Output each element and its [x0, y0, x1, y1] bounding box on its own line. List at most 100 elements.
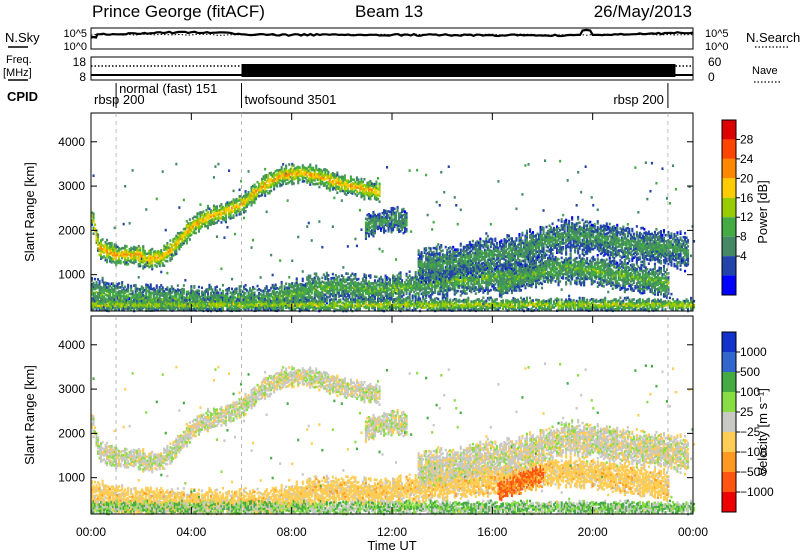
power-cell [361, 293, 364, 297]
power-cell [98, 292, 101, 295]
power-cell [292, 178, 295, 181]
power-cell [268, 182, 271, 185]
power-cell [428, 272, 431, 276]
power-cell [369, 195, 372, 199]
power-cell [224, 204, 227, 208]
power-cell [173, 245, 176, 248]
power-cell [133, 255, 136, 259]
power-cell [113, 245, 116, 248]
power-cell [276, 294, 279, 298]
power-cell [208, 215, 211, 218]
power-cell [229, 297, 232, 301]
power-cell [139, 256, 142, 260]
power-cell [377, 297, 380, 301]
power-cell [249, 289, 252, 292]
power-cell [328, 189, 331, 192]
power-cell [372, 290, 375, 293]
power-cell [185, 296, 188, 300]
power-cell [343, 308, 346, 312]
power-cell [228, 309, 231, 312]
power-cell [375, 186, 378, 190]
power-cell [188, 302, 191, 306]
power-cell [398, 228, 401, 231]
power-cell [327, 186, 330, 190]
power-cell [429, 275, 432, 278]
power-cell [265, 175, 268, 179]
power-cell [372, 230, 375, 234]
power-cell [392, 300, 395, 304]
power-cell [125, 259, 128, 262]
power-cell [309, 179, 312, 182]
power-cell [133, 257, 136, 261]
power-cell [354, 297, 357, 300]
power-cell [429, 298, 432, 302]
power-cell [273, 290, 276, 294]
power-cell [247, 292, 250, 296]
power-cell [422, 306, 425, 309]
power-cell [310, 278, 313, 281]
power-cell [279, 300, 282, 304]
power-cell [300, 308, 303, 312]
power-cell [431, 271, 434, 274]
power-cell [328, 185, 331, 188]
power-cell [158, 262, 161, 266]
power-cell [372, 294, 375, 297]
power-cell [333, 186, 336, 190]
power-cell [325, 175, 328, 178]
power-cell [307, 274, 310, 278]
power-cell [209, 215, 212, 218]
power-cell [212, 295, 215, 299]
power-cell [336, 278, 339, 281]
power-cell [325, 289, 328, 293]
power-cell [109, 248, 112, 251]
power-cell [253, 298, 256, 301]
power-cell [367, 187, 370, 190]
power-cell [280, 286, 283, 290]
power-cell [146, 304, 149, 308]
power-cell [113, 306, 116, 310]
power-cell [112, 257, 115, 261]
power-cell [163, 248, 166, 252]
power-cell [231, 291, 234, 295]
power-cell [339, 284, 342, 287]
power-cell [408, 278, 411, 281]
power-cell [380, 275, 383, 279]
power-cell [340, 292, 343, 295]
power-cell [419, 301, 422, 305]
power-cell [390, 207, 393, 210]
power-cell [346, 245, 349, 248]
power-cell [316, 302, 319, 306]
power-cell [250, 304, 253, 308]
power-cell [133, 302, 136, 306]
power-cell [95, 308, 98, 311]
power-cell [127, 293, 130, 297]
power-cell [121, 305, 124, 309]
noise-right-tick-top: 10^5 [705, 28, 729, 40]
power-cell [261, 296, 264, 299]
power-cell [410, 304, 413, 307]
power-cell [423, 273, 426, 276]
power-cell [378, 200, 381, 203]
power-cell [369, 214, 372, 217]
power-cell [399, 281, 402, 284]
power-cell [203, 290, 206, 293]
power-cell [182, 296, 185, 299]
power-cell [115, 308, 118, 311]
power-cell [291, 302, 294, 305]
power-cell [229, 215, 232, 218]
power-cell [273, 185, 276, 189]
freq-tick-top: 18 [73, 55, 87, 69]
power-cell [303, 308, 306, 312]
power-cell [306, 300, 309, 303]
power-cell [393, 281, 396, 284]
power-cell [307, 294, 310, 298]
power-cell [243, 306, 246, 310]
power-cell [91, 297, 94, 300]
power-cell [300, 293, 303, 296]
power-cell [158, 256, 161, 260]
power-cell [139, 303, 142, 307]
power-cell [313, 288, 316, 292]
power-cell [346, 290, 349, 294]
power-cell [343, 284, 346, 288]
power-cell [319, 297, 322, 300]
